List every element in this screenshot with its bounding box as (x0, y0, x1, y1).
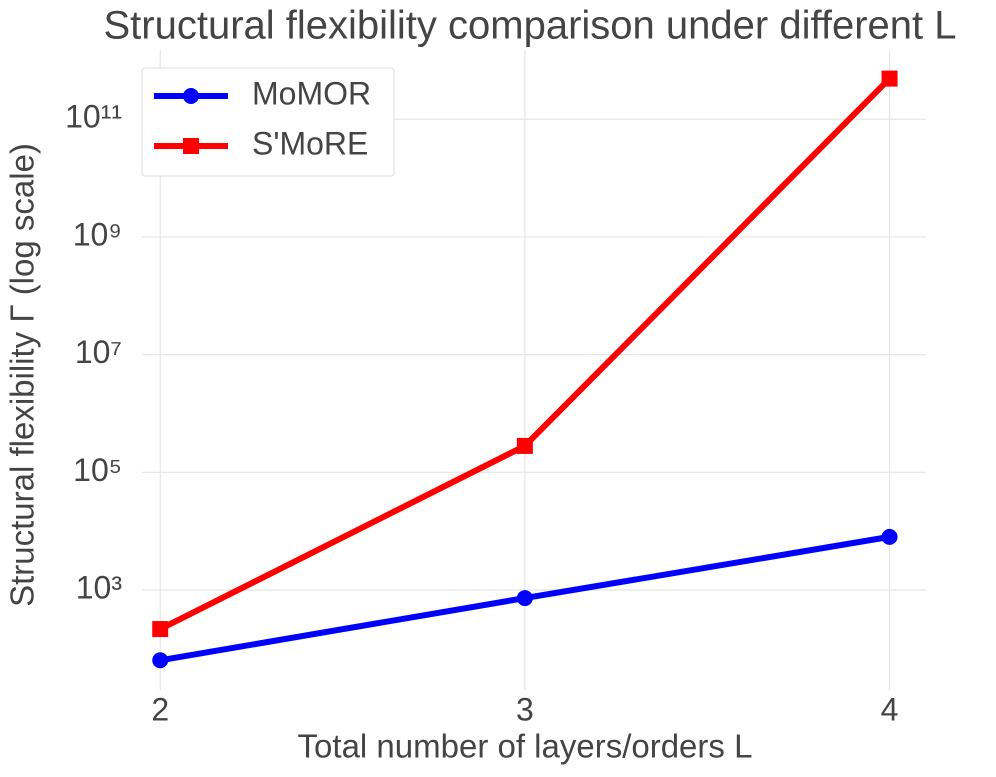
x-axis-title: Total number of layers/orders L (298, 728, 753, 765)
legend-marker (183, 138, 199, 154)
legend-label: S'MoRE (252, 125, 368, 161)
chart-title: Structural flexibility comparison under … (103, 4, 956, 48)
marker (881, 528, 898, 545)
y-tick-label: 10⁹ (73, 216, 122, 252)
y-tick-label: 10³ (76, 569, 123, 605)
marker (516, 590, 533, 607)
marker (881, 70, 898, 87)
x-tick-label: 3 (516, 691, 534, 727)
marker (516, 437, 533, 454)
y-tick-label: 10¹¹ (65, 99, 122, 135)
marker (152, 621, 169, 638)
y-tick-label: 10⁷ (75, 334, 122, 370)
x-tick-label: 4 (881, 691, 899, 727)
marker (152, 652, 169, 669)
x-tick-label: 2 (151, 691, 169, 727)
y-tick-label: 10⁵ (73, 452, 122, 488)
y-axis-title: Structural flexibility Γ (log scale) (4, 143, 41, 607)
legend-label: MoMOR (252, 75, 371, 111)
legend-marker (183, 88, 199, 104)
